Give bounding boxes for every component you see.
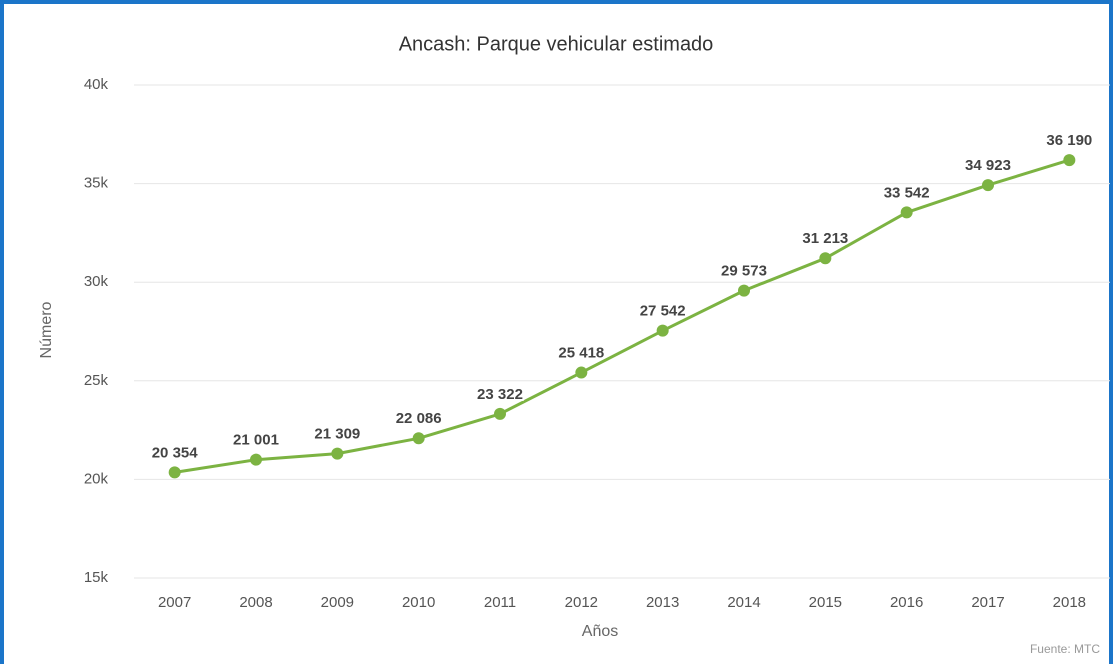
data-label: 27 542	[640, 303, 686, 320]
data-point	[494, 407, 506, 420]
data-label: 21 001	[233, 432, 279, 449]
data-label: 25 418	[558, 345, 604, 362]
x-tick-label: 2011	[484, 594, 516, 611]
y-tick-label: 40k	[84, 76, 109, 93]
x-tick-label: 2015	[809, 594, 842, 611]
y-tick-label: 20k	[84, 470, 109, 487]
data-label: 33 542	[884, 184, 930, 201]
chart-title: Ancash: Parque vehicular estimado	[399, 33, 714, 55]
data-label: 21 309	[314, 426, 360, 443]
x-tick-label: 2012	[565, 594, 598, 611]
data-point	[575, 366, 588, 379]
data-label: 36 190	[1046, 132, 1092, 149]
y-axis-label: Número	[38, 301, 55, 358]
data-label: 23 322	[477, 386, 523, 403]
data-point	[1063, 154, 1076, 167]
data-point	[331, 447, 344, 460]
data-point	[819, 252, 832, 265]
data-point	[982, 179, 994, 192]
data-label: 31 213	[802, 230, 848, 247]
data-point	[250, 453, 262, 466]
data-label: 29 573	[721, 263, 767, 280]
data-point	[168, 466, 181, 479]
data-label: 20 354	[152, 444, 199, 461]
data-label: 34 923	[965, 157, 1011, 174]
y-tick-label: 35k	[84, 175, 109, 192]
data-point	[738, 284, 750, 297]
x-tick-label: 2010	[402, 594, 435, 611]
x-tick-label: 2008	[239, 594, 272, 611]
series-line	[174, 158, 1070, 474]
x-tick-label: 2013	[646, 594, 679, 611]
y-tick-label: 25k	[84, 372, 109, 389]
y-tick-label: 15k	[84, 569, 109, 586]
x-tick-label: 2017	[971, 594, 1004, 611]
x-tick-label: 2018	[1053, 594, 1086, 611]
data-point	[900, 206, 913, 219]
x-tick-label: 2007	[158, 594, 191, 611]
source-note: Fuente: MTC	[1030, 642, 1100, 656]
data-point	[656, 324, 669, 337]
y-tick-label: 30k	[84, 273, 109, 290]
data-label: 22 086	[396, 410, 442, 427]
x-tick-label: 2009	[321, 594, 354, 611]
x-tick-label: 2016	[890, 594, 923, 611]
data-point	[412, 432, 425, 445]
x-axis-label: Años	[582, 623, 618, 640]
x-tick-label: 2014	[727, 594, 760, 611]
